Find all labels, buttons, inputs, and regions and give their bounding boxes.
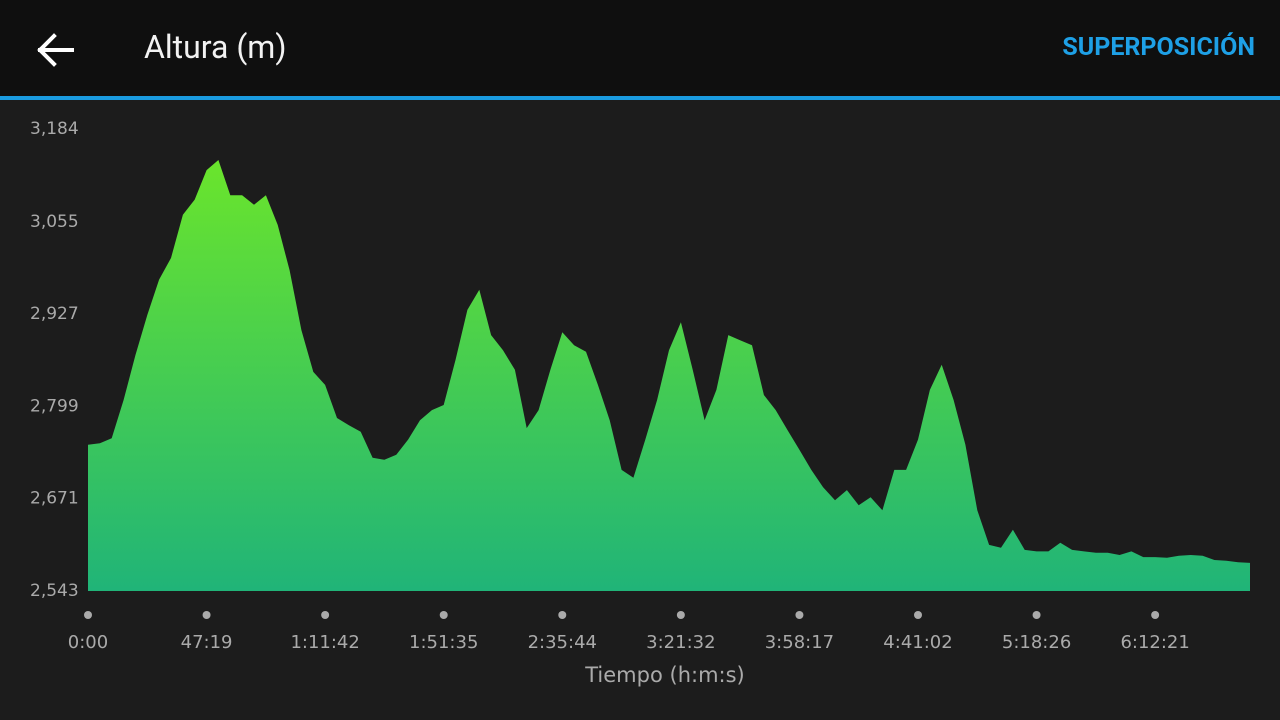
x-tick-label: 2:35:44	[528, 632, 597, 653]
y-tick-label: 2,671	[30, 489, 79, 509]
chart: Tiempo (h:m:s) 2,543 2,671 2,799 2,927 3,055…	[30, 119, 1250, 687]
x-tick-dot	[439, 611, 448, 619]
x-tick-dot	[676, 611, 685, 619]
overlay-button[interactable]: SUPERPOSICIÓN	[1062, 33, 1255, 62]
y-tick-label: 3,184	[30, 119, 79, 139]
x-tick-dot	[558, 611, 567, 619]
x-tick-label: 3:58:17	[765, 632, 834, 653]
x-tick-label: 47:19	[181, 632, 233, 653]
y-tick-label: 3,055	[30, 212, 79, 232]
y-tick-label: 2,927	[30, 304, 79, 324]
x-tick-dot	[914, 611, 922, 619]
x-tick-label: 5:18:26	[1002, 632, 1071, 653]
x-tick-label: 1:11:42	[290, 632, 359, 653]
x-tick-dot	[795, 611, 804, 619]
y-tick-label: 2,799	[30, 396, 79, 416]
y-tick-label: 2,543	[30, 581, 79, 601]
x-tick-label: 6:12:21	[1120, 632, 1189, 653]
x-tick-dot	[202, 611, 211, 619]
x-tick-dot	[321, 611, 330, 619]
x-tick-label: 3:21:32	[646, 632, 715, 653]
top-bar: Altura (m) SUPERPOSICIÓN	[0, 0, 1280, 100]
x-tick-label: 1:51:35	[409, 632, 478, 653]
elevation-area	[88, 160, 1250, 591]
x-tick-dot	[84, 611, 92, 619]
x-axis-label: Tiempo (h:m:s)	[584, 663, 745, 687]
back-button[interactable]	[34, 28, 78, 72]
x-tick-dot	[1032, 611, 1041, 619]
x-tick-label: 4:41:02	[883, 632, 952, 653]
x-tick-label: 0:00	[68, 632, 108, 653]
x-tick-dot	[1151, 611, 1160, 619]
page-title: Altura (m)	[144, 28, 287, 66]
